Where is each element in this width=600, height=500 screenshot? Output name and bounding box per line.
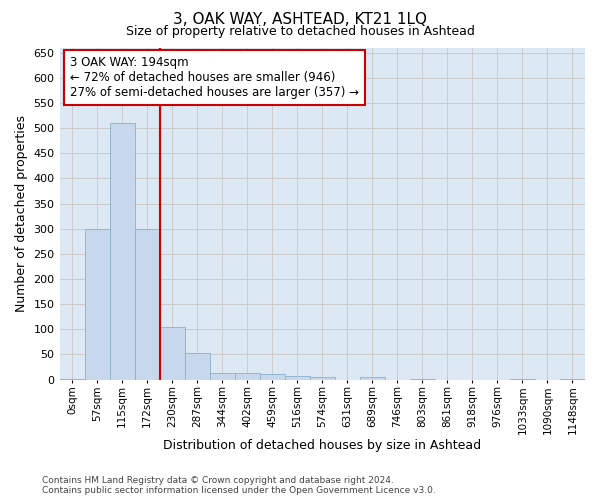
Bar xyxy=(185,353,209,380)
Bar xyxy=(510,378,535,380)
Bar xyxy=(360,377,385,380)
Bar xyxy=(134,228,160,380)
Bar xyxy=(110,123,134,380)
Text: 3, OAK WAY, ASHTEAD, KT21 1LQ: 3, OAK WAY, ASHTEAD, KT21 1LQ xyxy=(173,12,427,28)
Text: 3 OAK WAY: 194sqm
← 72% of detached houses are smaller (946)
27% of semi-detache: 3 OAK WAY: 194sqm ← 72% of detached hous… xyxy=(70,56,359,99)
Bar xyxy=(85,228,110,380)
Bar xyxy=(310,377,335,380)
Bar xyxy=(260,374,285,380)
Bar xyxy=(285,376,310,380)
Bar xyxy=(235,373,260,380)
Bar xyxy=(560,378,585,380)
Bar xyxy=(59,378,85,380)
Y-axis label: Number of detached properties: Number of detached properties xyxy=(15,115,28,312)
Bar xyxy=(160,327,185,380)
Bar xyxy=(410,378,435,380)
Text: Size of property relative to detached houses in Ashtead: Size of property relative to detached ho… xyxy=(125,25,475,38)
Bar xyxy=(209,373,235,380)
Text: Contains HM Land Registry data © Crown copyright and database right 2024.
Contai: Contains HM Land Registry data © Crown c… xyxy=(42,476,436,495)
X-axis label: Distribution of detached houses by size in Ashtead: Distribution of detached houses by size … xyxy=(163,440,481,452)
